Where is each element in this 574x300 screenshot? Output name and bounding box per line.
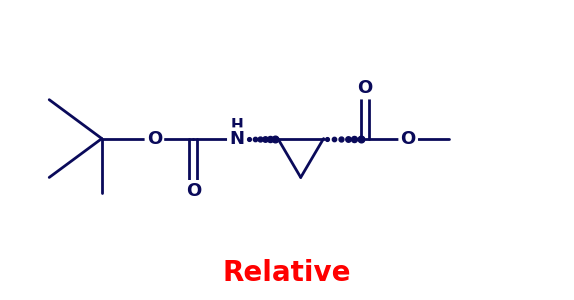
Text: O: O xyxy=(357,79,373,97)
Text: O: O xyxy=(185,182,201,200)
Text: O: O xyxy=(147,130,162,148)
Text: Relative: Relative xyxy=(223,260,351,287)
Text: O: O xyxy=(401,130,416,148)
Text: H: H xyxy=(230,118,243,133)
Text: N: N xyxy=(229,130,244,148)
